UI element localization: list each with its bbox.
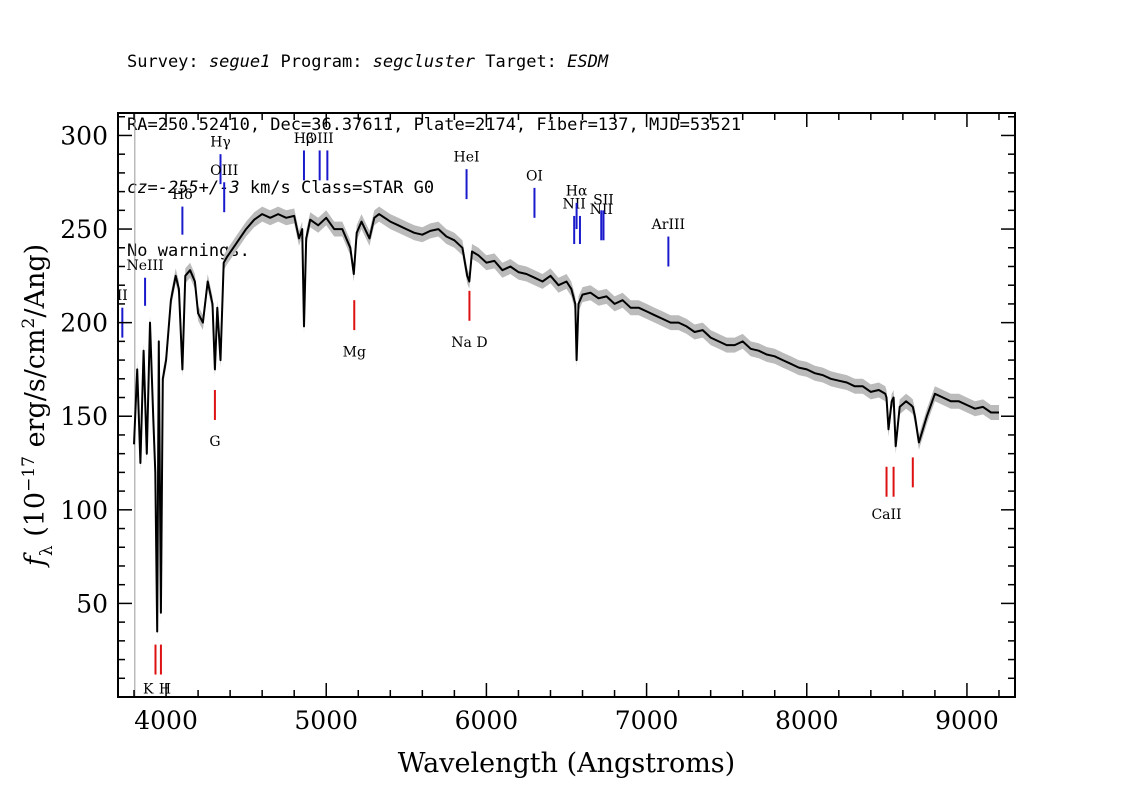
- y-axis-label: fλ (10−17 erg/s/cm2/Ang): [19, 244, 57, 568]
- x-tick-label: 9000: [935, 706, 999, 735]
- y-axis-label-part: λ: [37, 545, 57, 556]
- emission-line-label: ArIII: [651, 217, 685, 233]
- x-tick-label: 6000: [455, 706, 519, 735]
- y-tick-label: 200: [60, 309, 108, 338]
- y-axis-label-part: −17: [19, 456, 39, 492]
- x-tick-label: 8000: [775, 706, 839, 735]
- emission-line-label: II: [117, 288, 128, 304]
- x-tick-label: 7000: [615, 706, 679, 735]
- y-tick-label: 100: [60, 496, 108, 525]
- emission-line-label: Hα: [566, 183, 588, 199]
- x-tick-label: 4000: [134, 706, 198, 735]
- emission-line-label: Hδ: [172, 187, 193, 203]
- absorption-line-label: CaII: [871, 507, 901, 523]
- y-tick-label: 150: [60, 402, 108, 431]
- line-markers-layer: IINeIIIHδHγOIIIHβOIIIHeIOINIIHαNIISIIArI…: [117, 131, 914, 697]
- x-axis-label: Wavelength (Angstroms): [398, 748, 735, 779]
- emission-line-label: SII: [593, 193, 614, 209]
- header-segment: segcluster: [372, 52, 476, 72]
- y-axis-label-part: f: [20, 552, 51, 568]
- header-line-coordinates: RA=250.52410, Dec=36.37611, Plate=2174, …: [127, 115, 742, 135]
- y-axis-label-part: /Ang): [20, 244, 51, 318]
- header-segment: cz=-255+/-3: [127, 178, 240, 198]
- emission-line-label: NeIII: [126, 258, 163, 274]
- header-segment: Target:: [475, 52, 568, 72]
- emission-line-label: NII: [563, 196, 586, 212]
- header-segment: Program:: [270, 52, 373, 72]
- header-line-survey: Survey: segue1 Program: segcluster Targe…: [127, 52, 741, 73]
- plot-frame: [117, 112, 1016, 698]
- x-tick-label: 5000: [294, 706, 358, 735]
- absorption-line-label: Mg: [343, 344, 366, 360]
- header-segment: km/s Class=STAR G0: [239, 178, 435, 198]
- absorption-line-label: G: [209, 434, 220, 450]
- y-axis-label-part: erg/s/cm: [20, 328, 51, 456]
- absorption-line-label: K: [143, 681, 154, 697]
- y-tick-label: 250: [60, 215, 108, 244]
- emission-line-label: Hγ: [210, 135, 231, 151]
- y-axis-label-part: (10: [20, 492, 51, 545]
- y-tick-label: 300: [60, 121, 108, 150]
- y-tick-label: 50: [76, 589, 108, 618]
- error-band: [134, 206, 999, 639]
- emission-line-label: OI: [526, 168, 543, 184]
- emission-line-label: NII: [590, 202, 613, 218]
- axis-ticks-layer: 4000 5000 6000 7000 8000 9000 50 100 150 200 250 30…: [60, 113, 1015, 735]
- header-segment: Survey:: [127, 52, 209, 72]
- emission-line-label: OIII: [210, 163, 238, 179]
- spectrum-layer: [133, 213, 999, 633]
- spectrum-line: [133, 213, 999, 633]
- emission-line-label: HeI: [454, 150, 480, 166]
- header-segment: ESDM: [567, 52, 609, 72]
- header-line-redshift: cz=-255+/-3 km/s Class=STAR G0: [127, 178, 741, 199]
- absorption-line-label: Na D: [451, 335, 487, 351]
- emission-line-label: Hβ: [294, 131, 314, 147]
- absorption-line-label: H: [159, 681, 171, 697]
- emission-line-label: OIII: [306, 131, 334, 147]
- header-segment: segue1: [208, 52, 271, 72]
- y-axis-label-part: 2: [19, 318, 39, 329]
- spectrum-header: Survey: segue1 Program: segcluster Targe…: [127, 10, 741, 283]
